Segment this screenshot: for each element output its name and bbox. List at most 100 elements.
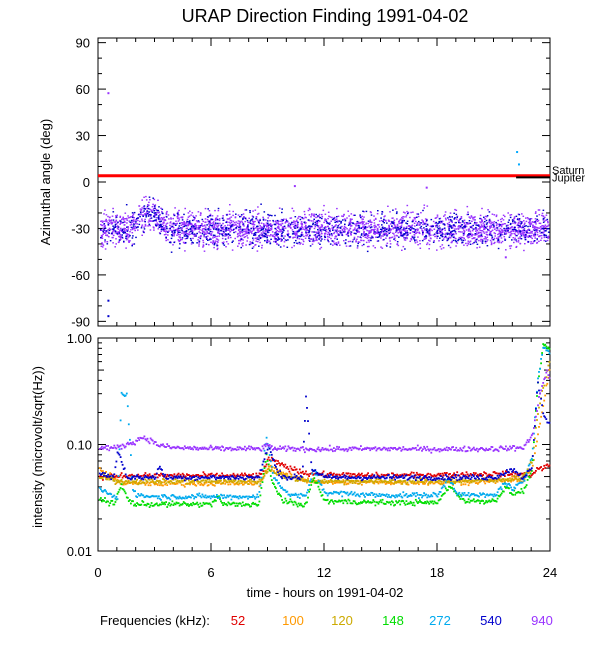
azimuth-point xyxy=(136,223,139,225)
azimuth-point xyxy=(144,225,147,227)
azimuth-point xyxy=(362,235,365,237)
azimuth-point xyxy=(208,232,210,234)
intensity-point xyxy=(148,478,151,481)
intensity-point xyxy=(372,482,375,484)
intensity-point xyxy=(136,478,138,481)
azimuth-point xyxy=(318,228,321,230)
azimuth-point xyxy=(484,242,487,244)
azimuth-point xyxy=(511,239,513,241)
azimuth-point xyxy=(525,225,527,227)
azimuth-plot-frame xyxy=(97,37,551,327)
intensity-point xyxy=(191,480,193,483)
azimuth-point xyxy=(137,229,139,231)
azimuth-point xyxy=(486,239,489,241)
intensity-point xyxy=(460,473,463,475)
azimuth-point xyxy=(321,215,324,218)
azimuth-point xyxy=(321,224,324,226)
intensity-point xyxy=(266,471,269,473)
intensity-point xyxy=(443,472,446,474)
azimuth-point xyxy=(119,235,122,237)
azimuth-point xyxy=(221,227,223,229)
azimuth-point xyxy=(376,213,379,215)
azimuth-point xyxy=(461,224,463,226)
azimuth-point xyxy=(518,219,520,221)
azimuth-point xyxy=(544,230,546,232)
intensity-point xyxy=(274,460,276,463)
intensity-point xyxy=(431,481,434,484)
azimuth-point xyxy=(448,219,450,221)
azimuth-point xyxy=(489,232,492,235)
azimuth-point xyxy=(390,229,392,231)
azimuth-point xyxy=(230,216,233,218)
azimuth-point xyxy=(340,232,342,234)
intensity-point xyxy=(399,479,402,482)
azimuth-point xyxy=(135,218,137,221)
intensity-point xyxy=(195,474,198,476)
azimuth-point xyxy=(108,232,110,234)
azimuth-point xyxy=(393,238,395,240)
azimuth-point xyxy=(459,227,461,229)
azimuth-point xyxy=(261,244,263,247)
intensity-point xyxy=(463,480,466,483)
azimuth-point xyxy=(524,243,526,245)
intensity-point xyxy=(328,481,331,483)
azimuth-point xyxy=(547,224,550,226)
azimuth-point xyxy=(401,249,403,251)
intensity-point xyxy=(171,474,174,477)
azimuth-point xyxy=(240,229,242,231)
azimuth-point xyxy=(289,223,292,225)
azimuth-point xyxy=(452,236,455,238)
azimuth-point xyxy=(475,238,478,241)
intensity-point xyxy=(246,481,248,483)
azimuth-point xyxy=(399,225,401,228)
azimuth-point xyxy=(291,229,294,231)
azimuth-point xyxy=(284,227,287,229)
azimuth-point xyxy=(505,228,507,230)
azimuth-point xyxy=(543,239,545,242)
intensity-point xyxy=(147,475,150,477)
azimuth-point xyxy=(470,215,473,217)
azimuth-point xyxy=(542,221,545,223)
azimuth-point xyxy=(155,217,158,219)
intensity-point xyxy=(387,482,390,484)
azimuth-point xyxy=(267,228,269,231)
azimuth-point xyxy=(217,232,220,234)
azimuth-point xyxy=(513,241,515,244)
azimuth-point xyxy=(321,228,323,231)
azimuth-point xyxy=(296,236,299,238)
azimuth-point xyxy=(534,221,536,223)
azimuth-point xyxy=(105,218,107,221)
azimuth-point xyxy=(227,237,230,239)
azimuth-point xyxy=(354,227,356,229)
intensity-point xyxy=(274,467,276,469)
azimuth-point xyxy=(501,217,503,220)
intensity-point xyxy=(476,482,478,484)
azimuth-point xyxy=(296,242,298,244)
azimuth-point xyxy=(397,229,399,231)
azimuth-point xyxy=(269,223,272,225)
azimuth-point xyxy=(122,221,124,224)
azimuth-point xyxy=(538,209,541,211)
azimuth-point xyxy=(452,230,454,232)
azimuth-point xyxy=(339,244,341,246)
intensity-point xyxy=(154,473,157,476)
azimuth-point xyxy=(234,237,236,240)
intensity-point xyxy=(528,474,531,477)
intensity-point xyxy=(497,477,500,480)
azimuth-point xyxy=(177,211,179,213)
azimuth-point xyxy=(214,222,217,224)
azimuth-point xyxy=(141,234,143,236)
azimuth-point xyxy=(404,237,407,239)
azimuth-point xyxy=(134,225,137,228)
azimuth-point xyxy=(112,225,114,227)
azimuth-point xyxy=(440,234,442,237)
intensity-point xyxy=(192,474,194,477)
azimuth-point xyxy=(530,223,533,225)
intensity-point xyxy=(312,473,315,476)
azimuth-point xyxy=(534,233,537,235)
azimuth-point xyxy=(337,233,340,235)
azimuth-point xyxy=(279,231,281,233)
intensity-point xyxy=(304,478,306,481)
azimuth-point xyxy=(155,224,157,226)
azimuth-point xyxy=(406,234,409,236)
